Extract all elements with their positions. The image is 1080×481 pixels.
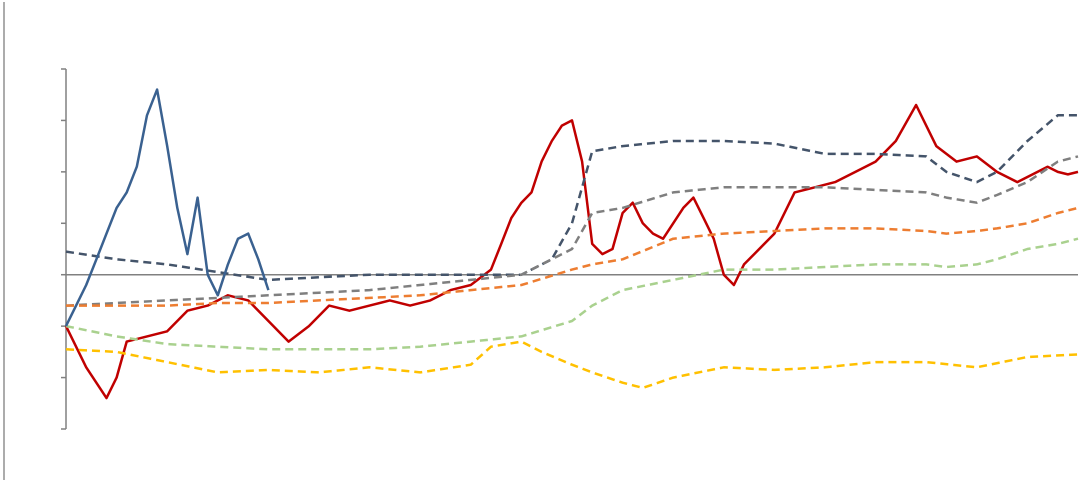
series-line-3	[65, 155, 1079, 307]
series-line-6	[65, 340, 1079, 390]
series-line-4	[66, 206, 1079, 307]
series-line-1	[64, 103, 1079, 400]
plot-area	[61, 68, 1079, 430]
series-line-5	[65, 237, 1079, 351]
series-line-2	[65, 114, 1078, 282]
series-line-7	[64, 88, 270, 327]
